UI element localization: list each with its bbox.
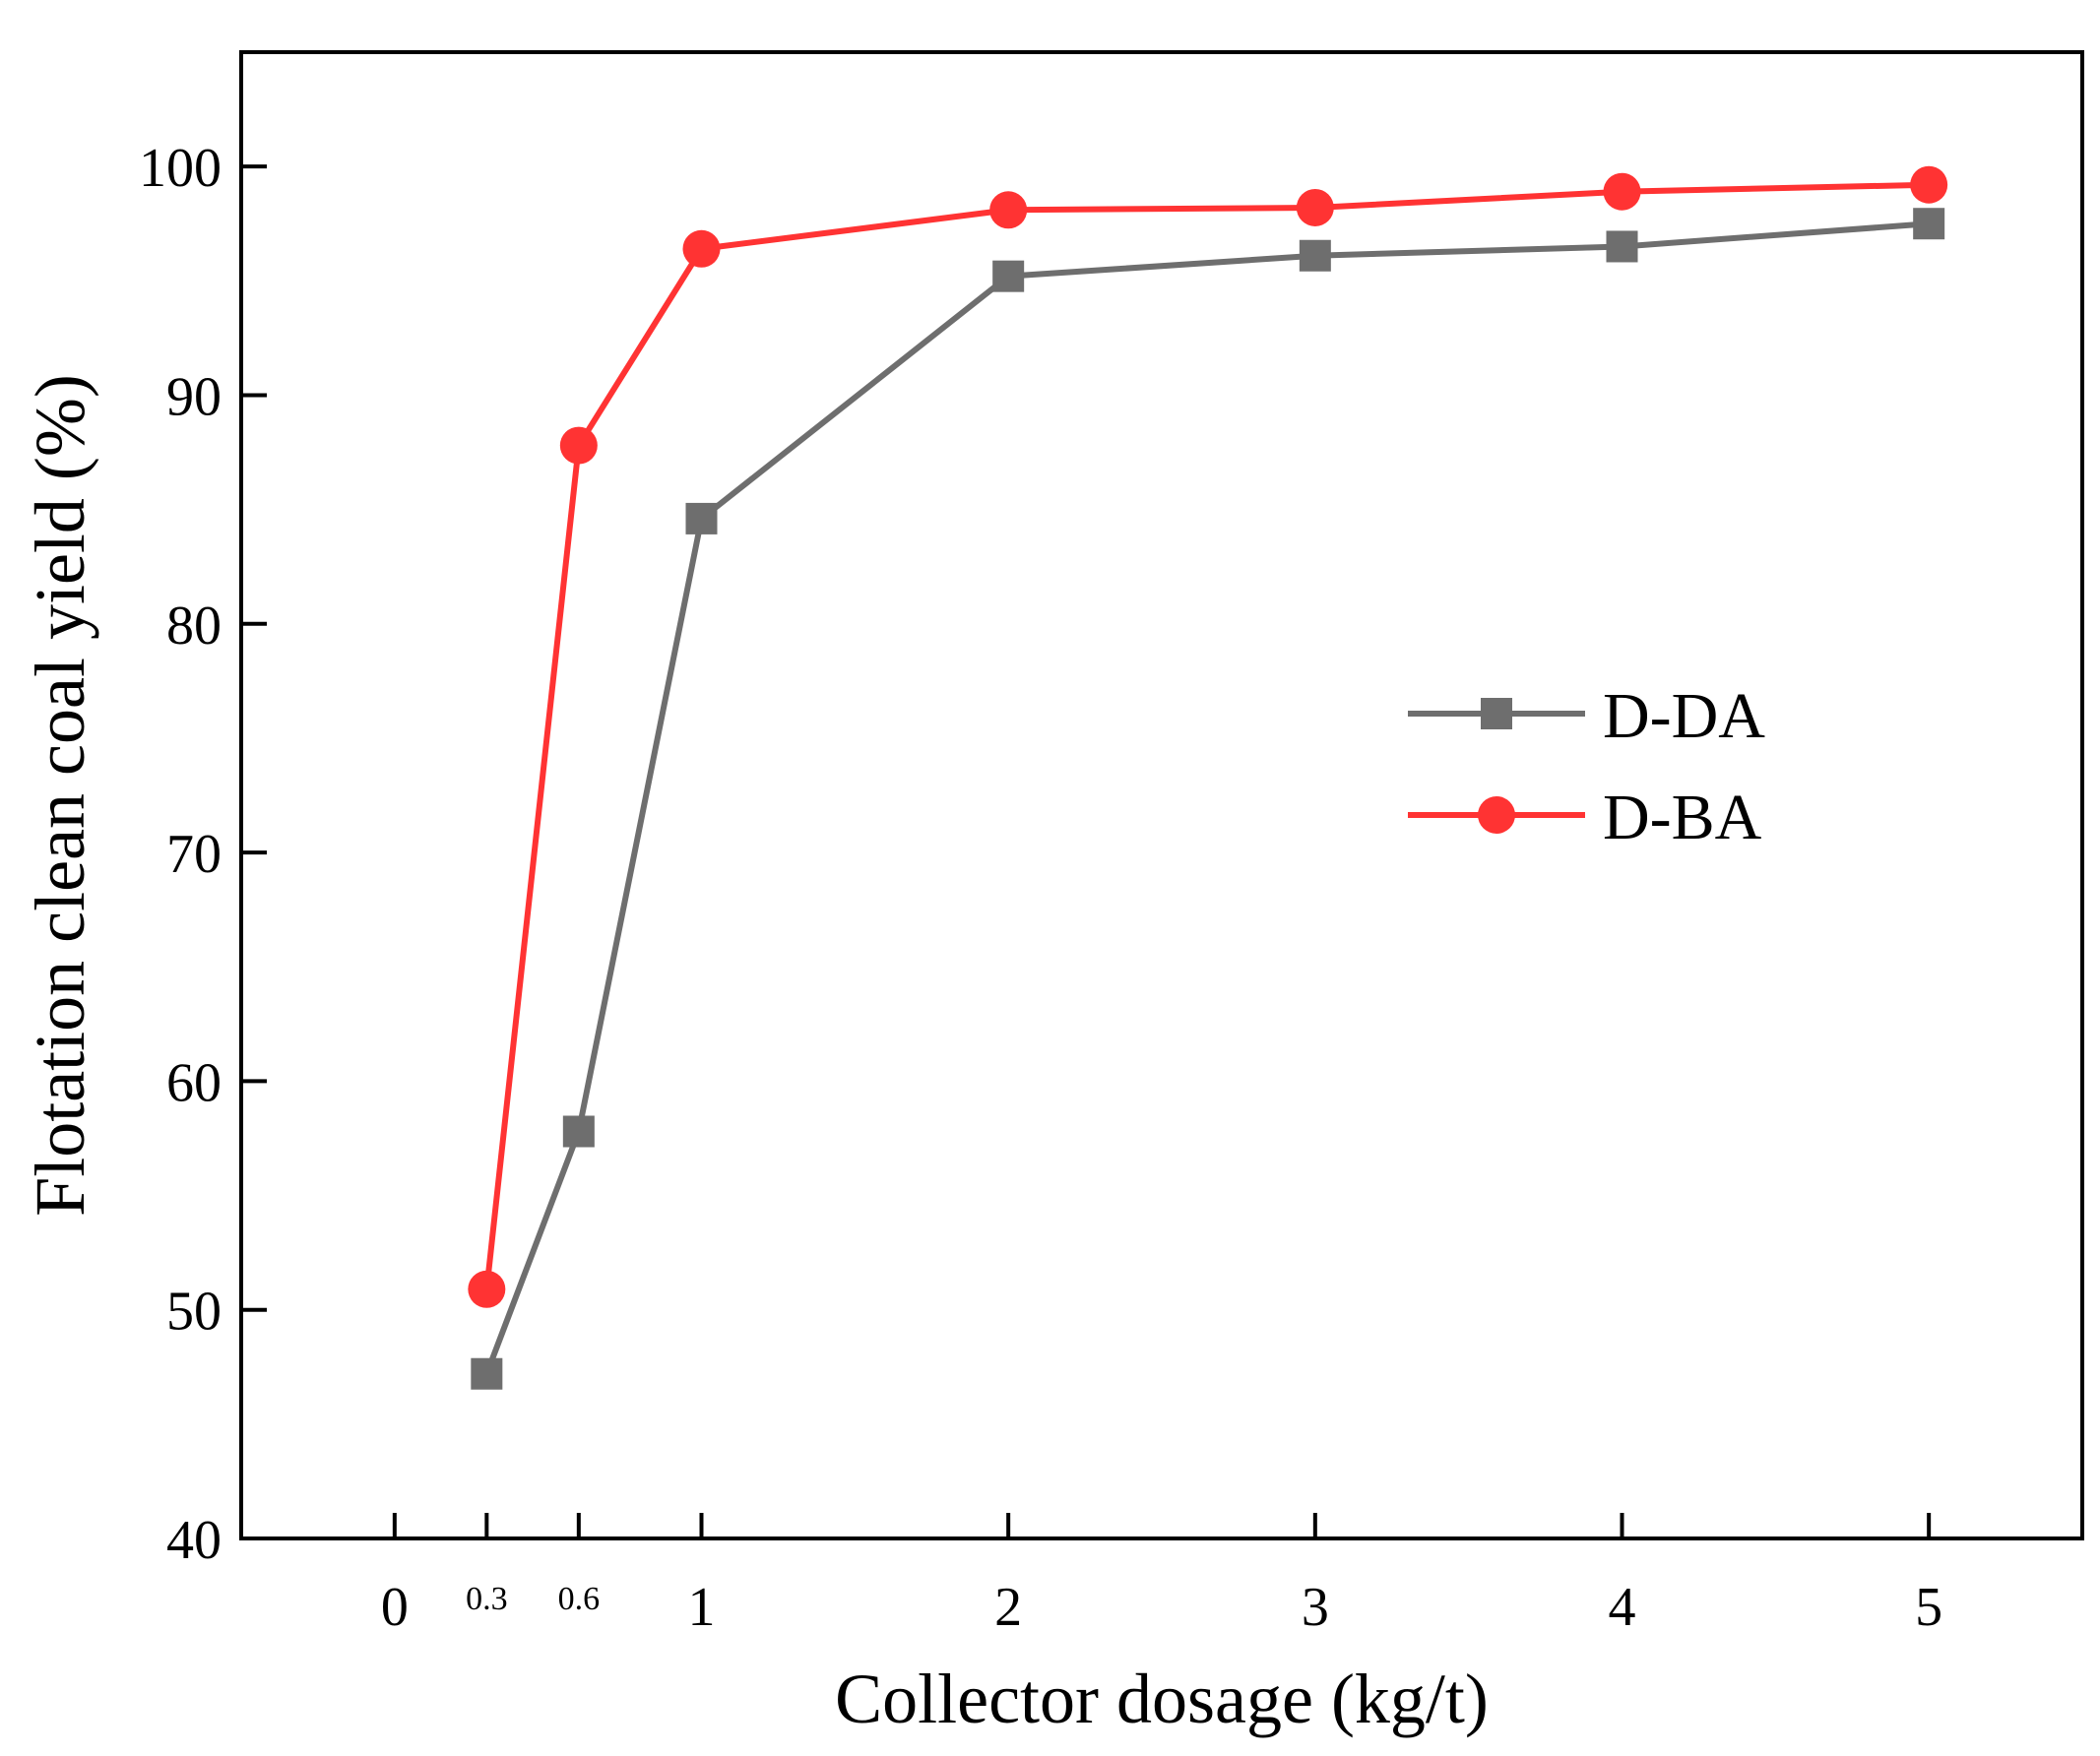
data-point-d-da [471, 1357, 503, 1390]
data-point-d-ba [682, 229, 721, 268]
plot-frame [239, 50, 2084, 1540]
y-tick-label: 40 [166, 1510, 222, 1571]
y-tick-label: 80 [166, 596, 222, 657]
y-axis-ticks: 40 50 60 70 80 90 100 [139, 138, 267, 1571]
data-point-d-da [562, 1115, 595, 1148]
data-point-d-ba [1603, 172, 1641, 211]
x-tick-label: 5 [1915, 1577, 1942, 1638]
data-point-d-da [992, 260, 1025, 292]
data-point-d-ba [468, 1270, 506, 1308]
y-tick-label: 90 [166, 366, 222, 427]
x-axis-ticks: 0 0.3 0.6 1 2 3 4 5 [381, 1513, 1942, 1638]
data-point-d-da [1299, 239, 1331, 272]
legend-marker-d-da [1481, 698, 1512, 729]
y-tick-label: 70 [166, 824, 222, 885]
data-point-d-da [685, 502, 718, 534]
series-layer [468, 165, 1948, 1390]
y-axis-title: Flotation clean coal yield (%) [21, 374, 99, 1217]
legend-marker-d-ba [1478, 796, 1515, 834]
y-tick-label: 100 [139, 138, 222, 199]
x-tick-label: 0 [381, 1577, 409, 1638]
legend: D-DA D-BA [1408, 680, 1765, 853]
y-tick-label: 60 [166, 1052, 222, 1113]
x-tick-label: 1 [688, 1577, 716, 1638]
series-d-ba [468, 165, 1948, 1308]
x-tick-label: 3 [1302, 1577, 1329, 1638]
data-point-d-ba [559, 426, 598, 465]
x-tick-label: 0.3 [466, 1581, 508, 1617]
x-tick-label: 4 [1609, 1577, 1636, 1638]
data-point-d-da [1606, 230, 1638, 263]
series-d-da [471, 208, 1945, 1390]
legend-label-d-ba: D-BA [1603, 782, 1762, 853]
y-tick-label: 50 [166, 1282, 222, 1343]
legend-label-d-da: D-DA [1603, 680, 1765, 752]
data-point-d-ba [989, 191, 1028, 229]
x-axis-title: Collector dosage (kg/t) [835, 1660, 1489, 1738]
x-tick-label: 0.6 [558, 1581, 601, 1617]
data-point-d-da [1913, 208, 1945, 240]
x-tick-label: 2 [994, 1577, 1022, 1638]
data-point-d-ba [1910, 165, 1948, 204]
data-point-d-ba [1296, 188, 1334, 226]
